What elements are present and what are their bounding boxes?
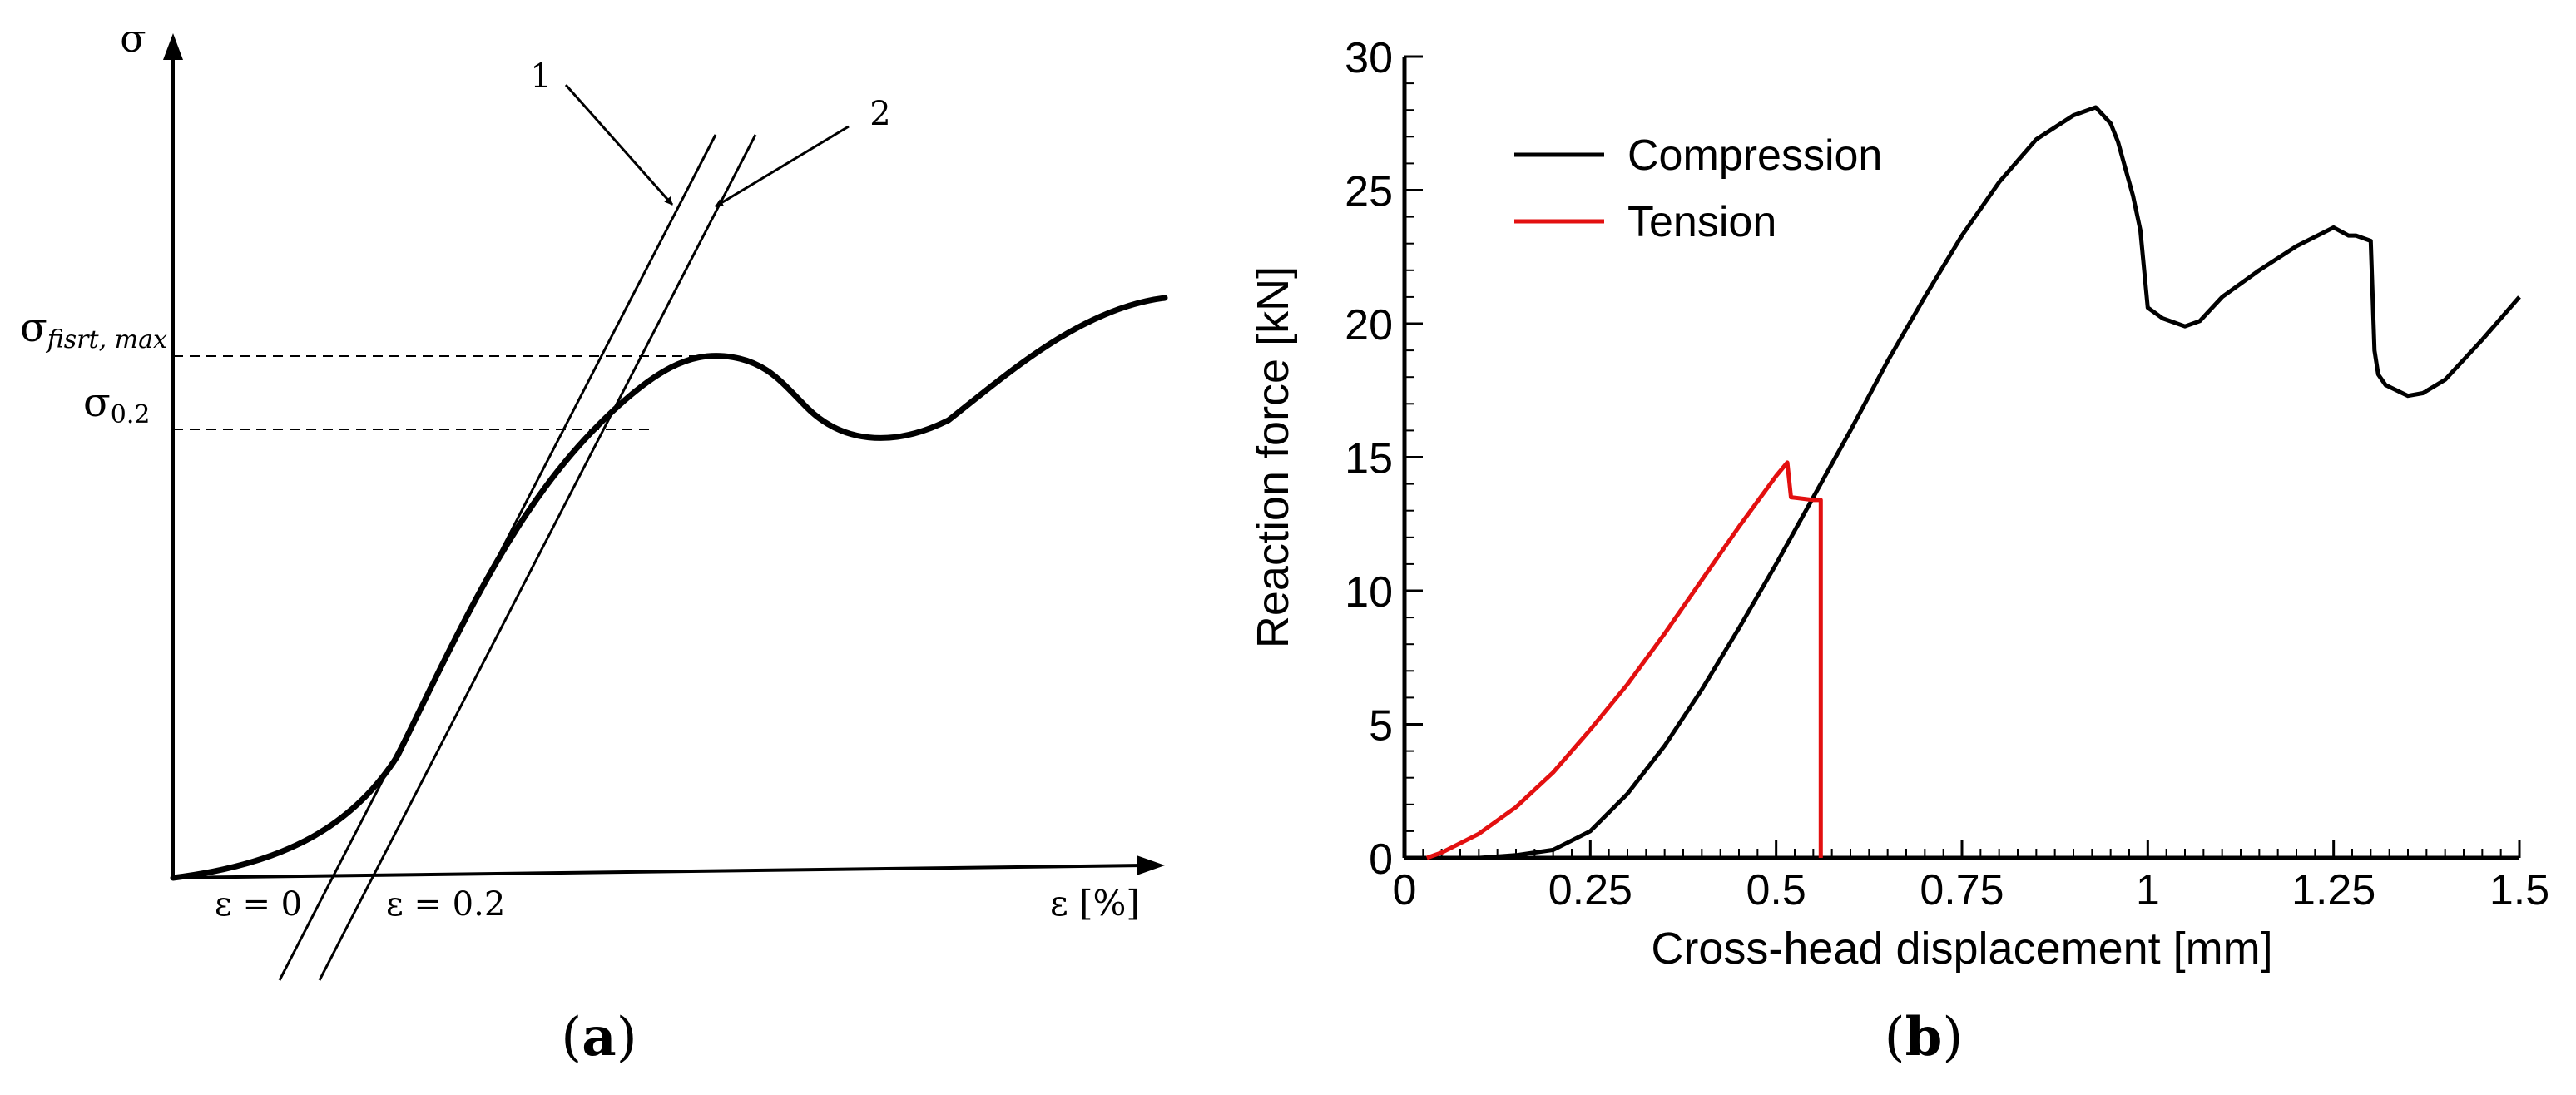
x-tick-label: 0.5 [1746,866,1806,914]
eps-02-label: ε = 0.2 [386,885,505,924]
line-2-pointer-arrow [715,125,850,208]
panel-a-schematic: σ 1 2 σfisrt, max σ0.2 ε = 0 ε = 0.2 ε [… [20,16,1168,1068]
compression-legend-label: Compression [1627,131,1882,180]
panel-b-caption: (b) [1885,1006,1964,1068]
panel-b-chart: 0 5 10 15 20 25 30 0 0.25 0.5 0.75 1 1.25 1.5 Compres… [1248,34,2549,1068]
compression-series-line [1404,105,2521,860]
offset-line-2 [318,134,757,981]
panel-b-legend: Compression Tension [1514,131,1882,246]
eps-0-label: ε = 0 [215,885,302,924]
panel-b-ticks: 0 5 10 15 20 25 30 0 0.25 0.5 0.75 1 1.25 1.5 [1345,34,2549,914]
y-tick-label: 25 [1345,168,1393,216]
y-tick-label: 30 [1345,34,1393,82]
tension-legend-label: Tension [1627,198,1776,246]
sigma-first-max-label: σfisrt, max [20,305,167,354]
x-tick-label: 0.75 [1920,866,2004,914]
line-1-label: 1 [530,57,551,96]
y-tick-label: 20 [1345,301,1393,349]
panel-b-axis-labels: Cross-head displacement [mm] Reaction for… [1248,266,2273,974]
y-tick-label: 0 [1369,835,1393,884]
x-tick-label: 0.25 [1548,866,1632,914]
panel-a-caption: (a) [561,1006,637,1068]
stress-strain-curve [170,295,1168,881]
line-1-pointer-arrow [564,84,674,206]
panel-a-x-axis-arrow [1137,855,1165,875]
y-tick-label: 15 [1345,435,1393,483]
panel-a-x-axis-label: ε [%] [1050,883,1140,924]
x-tick-label: 1.25 [2291,866,2375,914]
y-tick-label: 5 [1369,702,1393,751]
panel-b-y-axis-label: Reaction force [kN] [1248,266,1298,648]
panel-a-y-axis-symbol: σ [120,16,146,61]
sigma-02-label: σ0.2 [83,379,150,429]
y-tick-label: 10 [1345,568,1393,617]
panel-a-y-axis-arrow [163,33,183,60]
x-tick-label: 1.5 [2489,866,2549,914]
x-tick-label: 0 [1393,866,1417,914]
tension-series-line [1425,460,1823,860]
panel-a-x-axis [172,864,1145,879]
line-2-label: 2 [869,95,890,133]
x-tick-label: 1 [2136,866,2160,914]
panel-b-plot-frame [1402,57,2519,860]
panel-b-series [1404,105,2521,860]
panel-b-x-axis-label: Cross-head displacement [mm] [1651,924,2272,974]
